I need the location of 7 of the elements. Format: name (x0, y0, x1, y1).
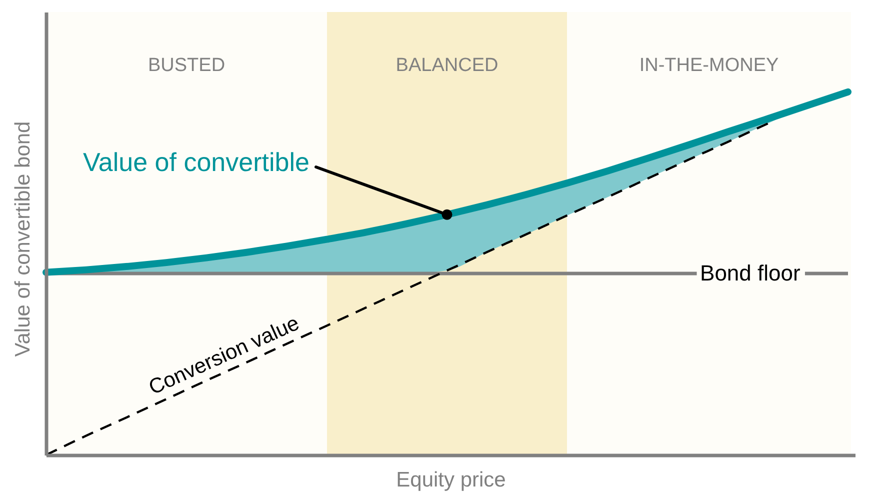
text: BALANCED (396, 55, 498, 76)
x-axis-title: Equity price (396, 468, 506, 492)
text: BUSTED (148, 55, 226, 76)
y-axis-title: Value of convertible bond (12, 121, 34, 357)
ref-line-label: Bond floor (700, 260, 800, 286)
text: Value of convertible (83, 147, 310, 177)
text: IN-THE-MONEY (639, 55, 779, 76)
